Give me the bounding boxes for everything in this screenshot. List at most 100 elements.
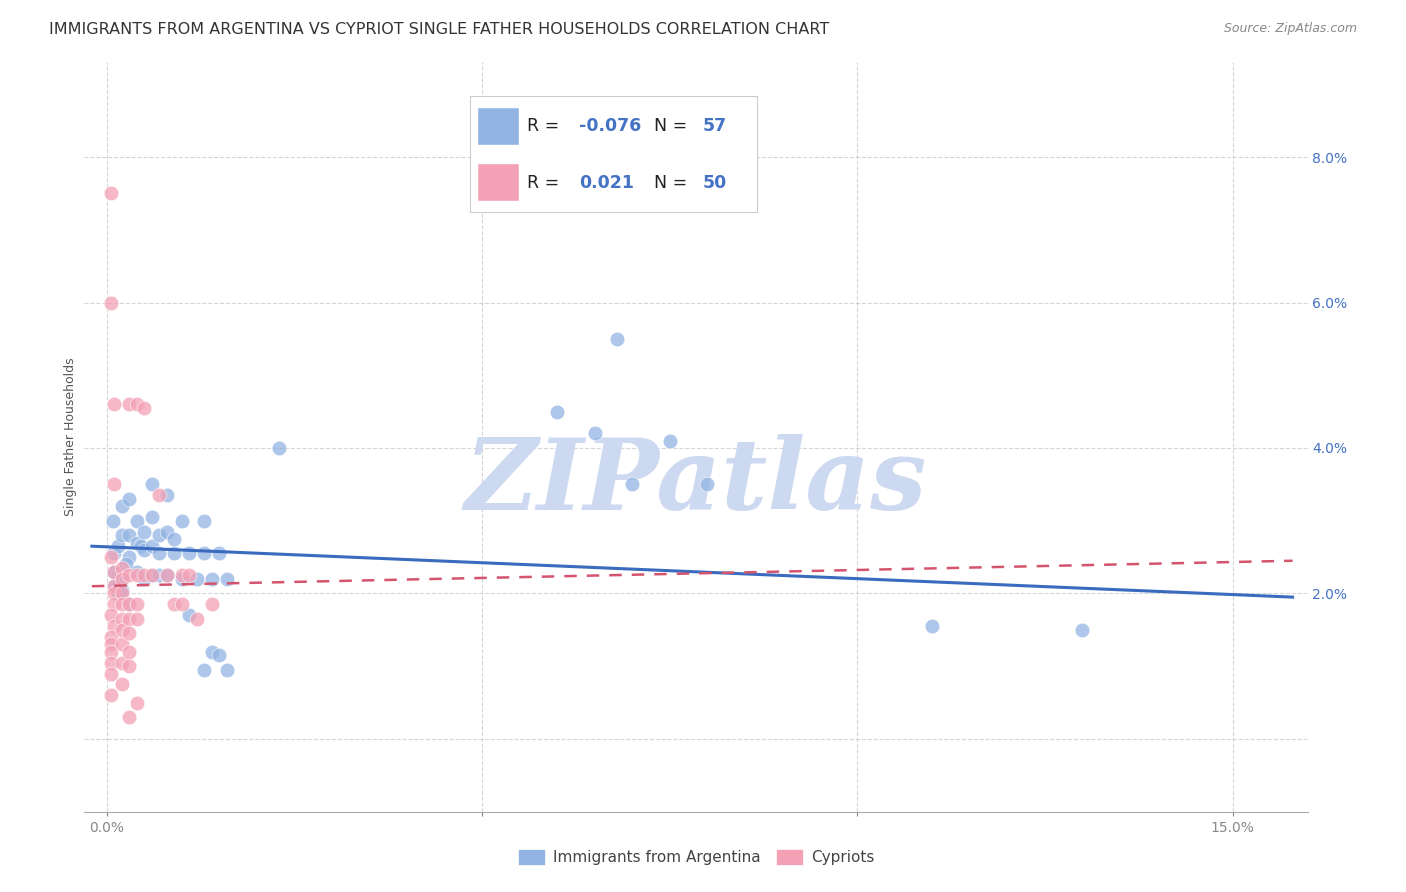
Y-axis label: Single Father Households: Single Father Households [65, 358, 77, 516]
Point [621, 477, 644, 491]
Point [125, 565, 148, 579]
Point [163, 546, 186, 560]
Point [193, 663, 215, 677]
Point [114, 558, 136, 572]
Point [103, 619, 125, 633]
Point [100, 637, 122, 651]
Point [141, 568, 163, 582]
Point [107, 586, 129, 600]
Point [100, 689, 122, 703]
Point [111, 528, 134, 542]
Point [179, 546, 201, 560]
Point [100, 645, 122, 659]
Point [111, 561, 134, 575]
Point [156, 524, 179, 539]
Point [170, 598, 193, 612]
Point [103, 397, 125, 411]
Point [101, 514, 124, 528]
Point [141, 477, 163, 491]
Point [107, 539, 129, 553]
Point [193, 514, 215, 528]
Point [111, 572, 134, 586]
Point [100, 666, 122, 681]
Point [129, 539, 152, 553]
Point [148, 488, 170, 502]
Point [134, 524, 156, 539]
Point [269, 441, 291, 455]
Point [118, 598, 141, 612]
Point [179, 568, 201, 582]
Point [100, 608, 122, 623]
Point [201, 598, 224, 612]
Point [606, 332, 628, 346]
Point [148, 546, 170, 560]
Point [186, 572, 208, 586]
Point [141, 539, 163, 553]
Point [103, 598, 125, 612]
Point [118, 528, 141, 542]
Point [1071, 623, 1094, 637]
Point [125, 696, 148, 710]
Point [134, 542, 156, 557]
Point [658, 434, 681, 448]
Point [118, 659, 141, 673]
Point [208, 648, 231, 663]
Point [134, 568, 156, 582]
Point [201, 572, 224, 586]
Point [103, 579, 125, 593]
Point [215, 663, 238, 677]
Point [215, 572, 238, 586]
Point [118, 568, 141, 582]
Text: IMMIGRANTS FROM ARGENTINA VS CYPRIOT SINGLE FATHER HOUSEHOLDS CORRELATION CHART: IMMIGRANTS FROM ARGENTINA VS CYPRIOT SIN… [49, 22, 830, 37]
Point [118, 612, 141, 626]
Point [193, 546, 215, 560]
Point [163, 598, 186, 612]
Point [134, 572, 156, 586]
Point [148, 568, 170, 582]
Point [118, 491, 141, 506]
Point [111, 598, 134, 612]
Point [148, 528, 170, 542]
Point [111, 572, 134, 586]
Point [170, 572, 193, 586]
Point [111, 677, 134, 691]
Point [186, 612, 208, 626]
Point [141, 568, 163, 582]
Point [103, 546, 125, 560]
Point [111, 582, 134, 597]
Point [546, 404, 568, 418]
Point [583, 426, 606, 441]
Point [179, 608, 201, 623]
Point [170, 514, 193, 528]
Point [103, 579, 125, 593]
Point [208, 546, 231, 560]
Point [125, 568, 148, 582]
Point [100, 186, 122, 201]
Legend: Immigrants from Argentina, Cypriots: Immigrants from Argentina, Cypriots [512, 843, 880, 871]
Point [103, 565, 125, 579]
Point [118, 397, 141, 411]
Text: ZIPatlas: ZIPatlas [465, 434, 927, 530]
Point [118, 710, 141, 724]
Point [141, 510, 163, 524]
Point [125, 514, 148, 528]
Point [100, 550, 122, 565]
Point [111, 499, 134, 513]
Point [170, 568, 193, 582]
Point [103, 586, 125, 600]
Point [103, 565, 125, 579]
Text: Source: ZipAtlas.com: Source: ZipAtlas.com [1223, 22, 1357, 36]
Point [118, 645, 141, 659]
Point [125, 535, 148, 549]
Point [163, 532, 186, 546]
Point [125, 598, 148, 612]
Point [111, 637, 134, 651]
Point [118, 550, 141, 565]
Point [111, 623, 134, 637]
Point [118, 626, 141, 640]
Point [156, 568, 179, 582]
Point [100, 656, 122, 670]
Point [696, 477, 718, 491]
Point [156, 568, 179, 582]
Point [100, 295, 122, 310]
